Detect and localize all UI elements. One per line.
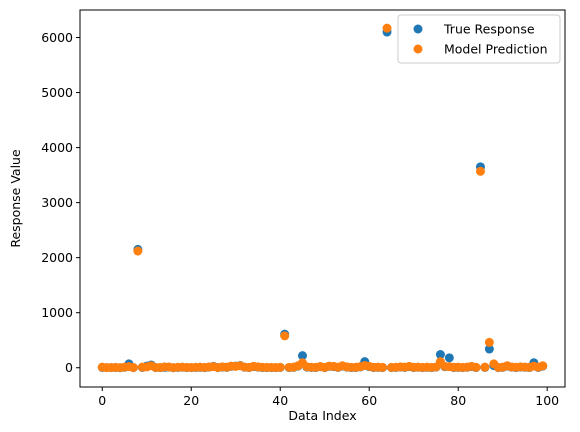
model-prediction-point [484, 337, 494, 347]
true-response-point [484, 344, 494, 354]
y-tick-label: 3000 [41, 195, 73, 210]
model-prediction-point [538, 361, 548, 371]
y-tick-label: 2000 [41, 250, 73, 265]
model-prediction-point [475, 166, 485, 176]
model-prediction-point [128, 363, 138, 373]
true-response-point [435, 350, 445, 360]
model-prediction-point [275, 362, 285, 372]
model-prediction-point [480, 362, 490, 372]
y-axis-label: Response Value [8, 149, 23, 248]
x-tick-label: 100 [535, 393, 559, 408]
series-1 [97, 23, 548, 373]
model-prediction-point [133, 246, 143, 256]
legend-label-true-response: True Response [443, 22, 535, 37]
x-axis-label: Data Index [288, 408, 356, 423]
y-tick-label: 5000 [41, 85, 73, 100]
x-tick-label: 60 [361, 393, 377, 408]
true-response-point [297, 351, 307, 361]
points-layer [97, 23, 548, 373]
y-tick-label: 4000 [41, 140, 73, 155]
plot-frame [79, 9, 566, 388]
y-tick-label: 6000 [41, 30, 73, 45]
model-prediction-point [378, 362, 388, 372]
legend-label-model-prediction: Model Prediction [444, 42, 548, 57]
y-tick-label: 1000 [41, 305, 73, 320]
series-0 [97, 27, 548, 373]
x-tick-label: 20 [183, 393, 199, 408]
legend: True Response Model Prediction [397, 14, 561, 64]
y-tick-label: 0 [65, 360, 73, 375]
legend-marker-true-response [413, 24, 423, 34]
true-response-point [444, 353, 454, 363]
model-prediction-point [471, 362, 481, 372]
x-tick-label: 80 [450, 393, 466, 408]
x-axis: 0 20 40 60 80 100 [98, 387, 559, 408]
model-prediction-point [382, 23, 392, 33]
x-tick-label: 40 [272, 393, 288, 408]
y-axis: 0 1000 2000 3000 4000 5000 6000 [41, 30, 80, 375]
legend-box [397, 14, 561, 64]
x-tick-label: 0 [98, 393, 106, 408]
legend-marker-model-prediction [413, 44, 423, 54]
model-prediction-point [280, 331, 290, 341]
